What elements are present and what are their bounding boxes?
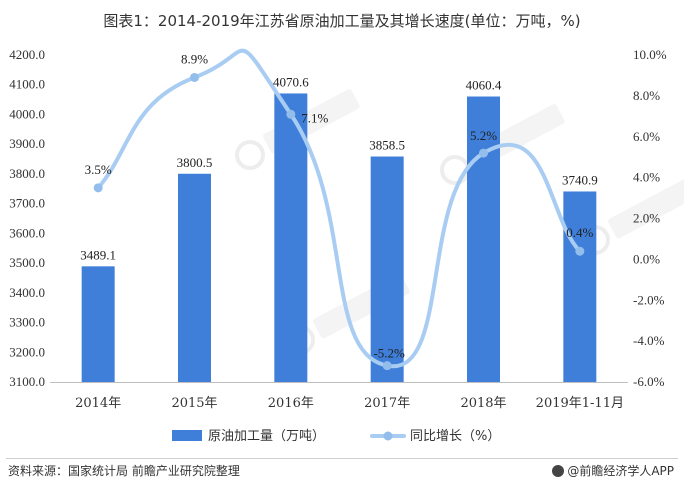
- growth-value-label: -5.2%: [373, 346, 405, 361]
- x-category-label: 2019年1-11月: [536, 396, 624, 411]
- y-left-tick-label: 4000.0: [9, 106, 45, 121]
- bar: [178, 173, 211, 382]
- y-right-tick-label: -2.0%: [633, 292, 665, 307]
- legend-label-line: 同比增长（%）: [410, 429, 500, 444]
- footer: 资料来源：国家统计局 前瞻产业研究院整理 @前瞻经济学人APP: [0, 458, 684, 489]
- y-left-tick-label: 4100.0: [9, 77, 45, 92]
- y-right-tick-label: -6.0%: [633, 374, 665, 389]
- y-right-tick-label: 4.0%: [633, 170, 660, 185]
- y-left-tick-label: 3600.0: [9, 225, 45, 240]
- legend-label-bar: 原油加工量（万吨）: [208, 429, 325, 444]
- brand-text: @前瞻经济学人APP: [567, 464, 674, 478]
- growth-value-label: 8.9%: [181, 51, 208, 66]
- y-left-tick-label: 3500.0: [9, 255, 45, 270]
- bar-value-label: 3800.5: [177, 155, 213, 170]
- bar-series: [81, 93, 597, 383]
- footer-divider: [6, 458, 678, 459]
- y-left-tick-label: 3400.0: [9, 285, 45, 300]
- bar: [370, 156, 404, 382]
- watermark-band: [608, 174, 684, 239]
- legend-swatch-bar: [172, 430, 202, 441]
- y-right-tick-label: 10.0%: [633, 47, 667, 62]
- growth-value-label: 7.1%: [301, 110, 328, 125]
- brand-logo-icon: [552, 464, 565, 477]
- y-left-tick-label: 3800.0: [9, 166, 45, 181]
- y-right-tick-label: 8.0%: [633, 88, 660, 103]
- y-right-tick-label: -4.0%: [633, 333, 665, 348]
- growth-marker: [93, 183, 103, 193]
- growth-value-label: 3.5%: [85, 162, 112, 177]
- x-category-label: 2017年: [364, 396, 410, 411]
- line-series: [93, 48, 585, 371]
- bar: [81, 266, 115, 382]
- bar: [274, 93, 308, 382]
- growth-marker: [575, 246, 585, 256]
- y-left-tick-label: 3700.0: [9, 196, 45, 211]
- y-right-tick-label: 0.0%: [633, 251, 660, 266]
- growth-marker: [286, 109, 296, 119]
- legend: 原油加工量（万吨） 同比增长（%）: [172, 429, 500, 444]
- x-category-label: 2015年: [171, 396, 217, 411]
- growth-value-label: 0.4%: [566, 225, 593, 240]
- brand-credit: @前瞻经济学人APP: [552, 462, 674, 479]
- source-text: 资料来源：国家统计局 前瞻产业研究院整理: [8, 464, 240, 478]
- bar-value-label: 4070.6: [273, 74, 309, 89]
- growth-marker: [190, 72, 199, 82]
- bar-value-label: 3858.5: [369, 138, 405, 153]
- data-labels: 3489.1 3800.5 4070.6 3858.5 4060.4 3740.9 3.5%…: [80, 51, 597, 360]
- growth-marker: [382, 361, 392, 371]
- bar: [563, 191, 597, 382]
- axes: 3100.0 3200.0 3300.0 3400.0 3500.0 3600.0 3700…: [9, 47, 667, 411]
- x-category-label: 2018年: [460, 396, 506, 411]
- y-left-tick-label: 3900.0: [9, 136, 45, 151]
- y-left-tick-label: 4200.0: [9, 47, 45, 62]
- bar-value-label: 3489.1: [80, 247, 116, 262]
- chart-title: 图表1：2014-2019年江苏省原油加工量及其增长速度(单位：万吨，%): [103, 12, 581, 30]
- legend-swatch-marker: [383, 431, 393, 441]
- x-category-label: 2014年: [75, 396, 121, 411]
- y-left-tick-label: 3100.0: [9, 374, 45, 389]
- y-right-tick-label: 2.0%: [633, 211, 660, 226]
- watermark-mark: [235, 140, 265, 170]
- bar-value-label: 3740.9: [562, 172, 598, 187]
- growth-marker: [479, 148, 488, 158]
- growth-value-label: 5.2%: [470, 128, 497, 143]
- x-category-label: 2016年: [268, 396, 314, 411]
- y-right-tick-label: 6.0%: [633, 129, 660, 144]
- y-left-tick-label: 3300.0: [9, 315, 45, 330]
- bar: [467, 96, 500, 383]
- y-left-tick-label: 3200.0: [9, 344, 45, 359]
- bar-value-label: 4060.4: [466, 77, 502, 92]
